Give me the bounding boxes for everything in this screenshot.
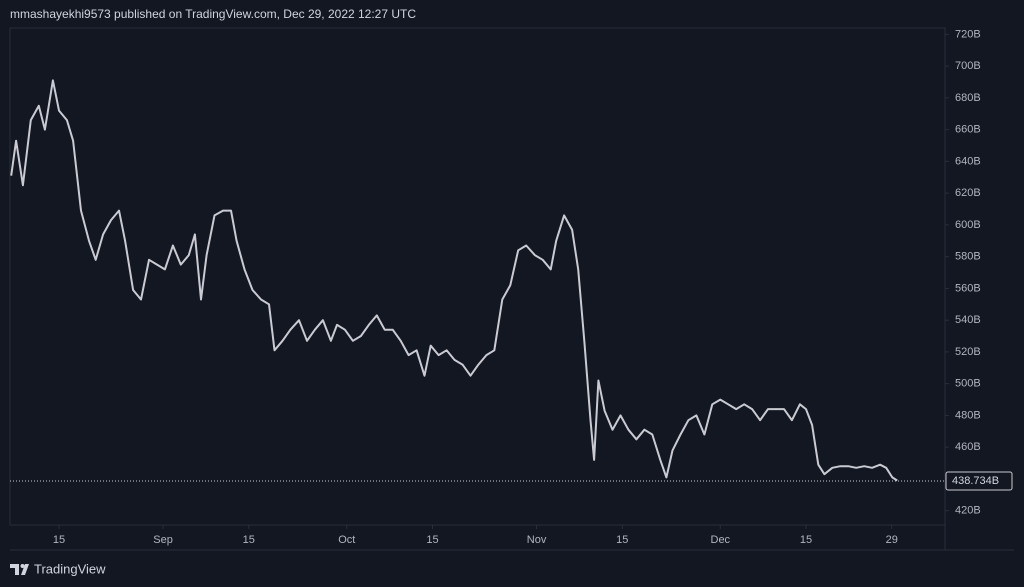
y-tick-label: 580B (955, 251, 981, 263)
x-tick-label: Nov (527, 534, 547, 546)
x-tick-label: 29 (886, 534, 898, 546)
y-tick-label: 420B (955, 505, 981, 517)
y-tick-label: 620B (955, 187, 981, 199)
y-tick-label: 560B (955, 282, 981, 294)
x-tick-label: 15 (800, 534, 812, 546)
y-tick-label: 520B (955, 346, 981, 358)
y-tick-label: 720B (955, 28, 981, 40)
last-value-label: 438.734B (952, 475, 999, 487)
x-tick-label: 15 (53, 534, 65, 546)
price-line (10, 79, 898, 482)
x-tick-label: 15 (426, 534, 438, 546)
y-tick-label: 460B (955, 441, 981, 453)
y-tick-label: 540B (955, 314, 981, 326)
y-tick-label: 680B (955, 92, 981, 104)
y-tick-label: 640B (955, 155, 981, 167)
x-tick-label: Dec (711, 534, 731, 546)
y-tick-label: 700B (955, 60, 981, 72)
y-tick-label: 500B (955, 378, 981, 390)
y-tick-label: 660B (955, 124, 981, 136)
last-value-box (945, 471, 1013, 491)
brand: TradingView (34, 561, 106, 576)
x-tick-label: 15 (616, 534, 628, 546)
tv-logo (10, 564, 29, 575)
x-tick-label: Oct (338, 534, 355, 546)
plot-area (9, 27, 946, 526)
y-tick-label: 600B (955, 219, 981, 231)
x-tick-label: 15 (243, 534, 255, 546)
y-tick-label: 480B (955, 409, 981, 421)
publisher-line: mmashayekhi9573 published on TradingView… (10, 7, 416, 21)
x-tick-label: Sep (153, 534, 173, 546)
